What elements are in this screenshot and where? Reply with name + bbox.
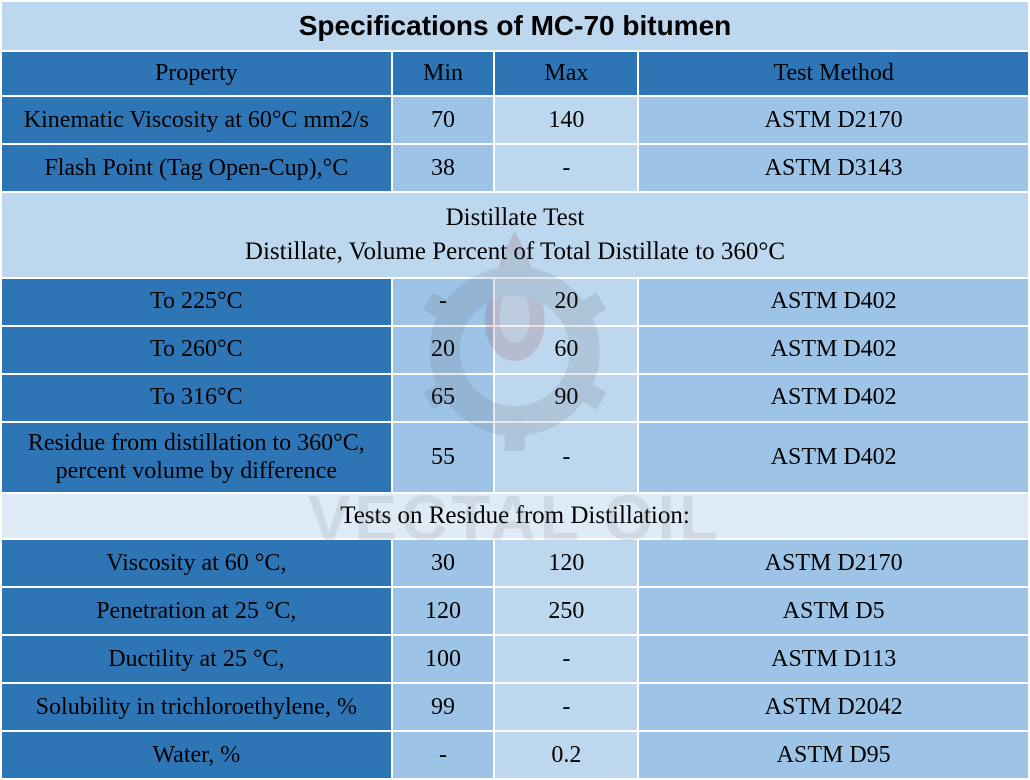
cell-property: To 260°C	[1, 326, 392, 374]
residue-prop-line2: percent volume by difference	[56, 458, 337, 484]
residue-tests-section-header: Tests on Residue from Distillation:	[1, 493, 1029, 539]
col-max: Max	[494, 51, 638, 96]
cell-method: ASTM D2042	[638, 683, 1029, 731]
distillate-header-line1: Distillate Test	[446, 204, 585, 231]
cell-method: ASTM D3143	[638, 144, 1029, 192]
table-header-row: Property Min Max Test Method	[1, 51, 1029, 96]
cell-property: Kinematic Viscosity at 60°C mm2/s	[1, 96, 392, 144]
cell-min: 120	[392, 587, 495, 635]
cell-min: 30	[392, 539, 495, 587]
table-row: Ductility at 25 °C, 100 - ASTM D113	[1, 635, 1029, 683]
cell-method: ASTM D2170	[638, 96, 1029, 144]
col-min: Min	[392, 51, 495, 96]
cell-min: 70	[392, 96, 495, 144]
cell-max: -	[494, 635, 638, 683]
cell-property: To 316°C	[1, 374, 392, 422]
cell-min: 55	[392, 422, 495, 494]
cell-max: -	[494, 422, 638, 494]
table-row: To 260°C 20 60 ASTM D402	[1, 326, 1029, 374]
cell-property: Water, %	[1, 731, 392, 779]
cell-min: 100	[392, 635, 495, 683]
table-row: Kinematic Viscosity at 60°C mm2/s 70 140…	[1, 96, 1029, 144]
cell-property: Penetration at 25 °C,	[1, 587, 392, 635]
table-row: Solubility in trichloroethylene, % 99 - …	[1, 683, 1029, 731]
table-row: Water, % - 0.2 ASTM D95	[1, 731, 1029, 779]
col-property: Property	[1, 51, 392, 96]
cell-max: 0.2	[494, 731, 638, 779]
cell-max: 140	[494, 96, 638, 144]
cell-method: ASTM D5	[638, 587, 1029, 635]
table-title-row: Specifications of MC-70 bitumen	[1, 1, 1029, 51]
cell-method: ASTM D402	[638, 326, 1029, 374]
cell-method: ASTM D2170	[638, 539, 1029, 587]
cell-min: 99	[392, 683, 495, 731]
spec-table: Specifications of MC-70 bitumen Property…	[0, 0, 1030, 780]
cell-min: 65	[392, 374, 495, 422]
table-row: Flash Point (Tag Open-Cup),°C 38 - ASTM …	[1, 144, 1029, 192]
table-row: Residue from distillation to 360°C, perc…	[1, 422, 1029, 494]
table-row: To 225°C - 20 ASTM D402	[1, 278, 1029, 326]
cell-max: 250	[494, 587, 638, 635]
cell-method: ASTM D402	[638, 278, 1029, 326]
residue-prop-line1: Residue from distillation to 360°C,	[28, 430, 365, 456]
table-row: Viscosity at 60 °C, 30 120 ASTM D2170	[1, 539, 1029, 587]
cell-property: Ductility at 25 °C,	[1, 635, 392, 683]
cell-min: -	[392, 731, 495, 779]
cell-max: 20	[494, 278, 638, 326]
cell-max: 90	[494, 374, 638, 422]
cell-method: ASTM D402	[638, 422, 1029, 494]
cell-property: Solubility in trichloroethylene, %	[1, 683, 392, 731]
distillate-section-header: Distillate Test Distillate, Volume Perce…	[1, 192, 1029, 278]
table-title: Specifications of MC-70 bitumen	[1, 1, 1029, 51]
cell-max: 120	[494, 539, 638, 587]
cell-method: ASTM D402	[638, 374, 1029, 422]
cell-property: Viscosity at 60 °C,	[1, 539, 392, 587]
distillate-header-line2: Distillate, Volume Percent of Total Dist…	[245, 238, 785, 265]
cell-method: ASTM D95	[638, 731, 1029, 779]
cell-property: Residue from distillation to 360°C, perc…	[1, 422, 392, 494]
table-row: Penetration at 25 °C, 120 250 ASTM D5	[1, 587, 1029, 635]
cell-min: -	[392, 278, 495, 326]
cell-min: 20	[392, 326, 495, 374]
cell-max: 60	[494, 326, 638, 374]
cell-property: To 225°C	[1, 278, 392, 326]
cell-property: Flash Point (Tag Open-Cup),°C	[1, 144, 392, 192]
cell-min: 38	[392, 144, 495, 192]
cell-max: -	[494, 144, 638, 192]
cell-method: ASTM D113	[638, 635, 1029, 683]
residue-tests-header-cell: Tests on Residue from Distillation:	[1, 493, 1029, 539]
distillate-header-cell: Distillate Test Distillate, Volume Perce…	[1, 192, 1029, 278]
col-method: Test Method	[638, 51, 1029, 96]
table-row: To 316°C 65 90 ASTM D402	[1, 374, 1029, 422]
cell-max: -	[494, 683, 638, 731]
